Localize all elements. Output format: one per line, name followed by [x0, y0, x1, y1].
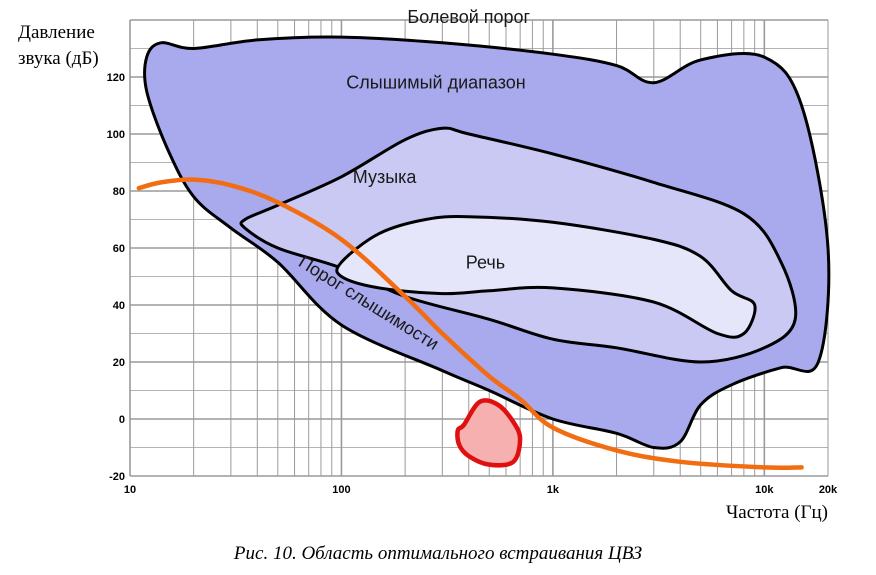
y-axis-label-line-1: Давление	[18, 22, 95, 43]
tick-labels: -20 0 20 40 60 80 100 120 10 100 1k 10k 20k	[107, 72, 838, 496]
y-tick-label: 120	[107, 72, 125, 84]
figure-caption: Рис. 10. Область оптимального встраивани…	[233, 543, 643, 564]
x-tick-label: 100	[332, 484, 350, 496]
threshold-curve-line	[136, 177, 804, 471]
y-tick-label: 60	[113, 243, 125, 255]
embedding-region	[455, 398, 523, 468]
x-tick-label: 10k	[755, 484, 774, 496]
y-tick-label: 20	[113, 357, 125, 369]
region-speech	[335, 215, 757, 339]
y-tick-label: -20	[109, 471, 125, 483]
pain-threshold-label: Болевой порог	[407, 7, 530, 27]
region-label-speech: Речь	[466, 252, 505, 272]
y-tick-label: 80	[113, 186, 125, 198]
y-tick-label: 40	[113, 300, 125, 312]
y-axis-label-line-2: звука (дБ)	[18, 48, 99, 69]
x-axis-label: Частота (Гц)	[726, 502, 828, 523]
region-label-music: Музыка	[353, 167, 418, 187]
y-tick-label: 0	[119, 414, 125, 426]
x-tick-label: 20k	[819, 484, 838, 496]
x-tick-label: 10	[124, 484, 136, 496]
region-label-audible: Слышимый диапазон	[346, 73, 525, 93]
y-tick-label: 100	[107, 129, 125, 141]
threshold-curve-layer	[136, 177, 804, 471]
embedding-region-layer	[455, 398, 523, 468]
x-tick-label: 1k	[547, 484, 560, 496]
regions	[143, 35, 831, 450]
